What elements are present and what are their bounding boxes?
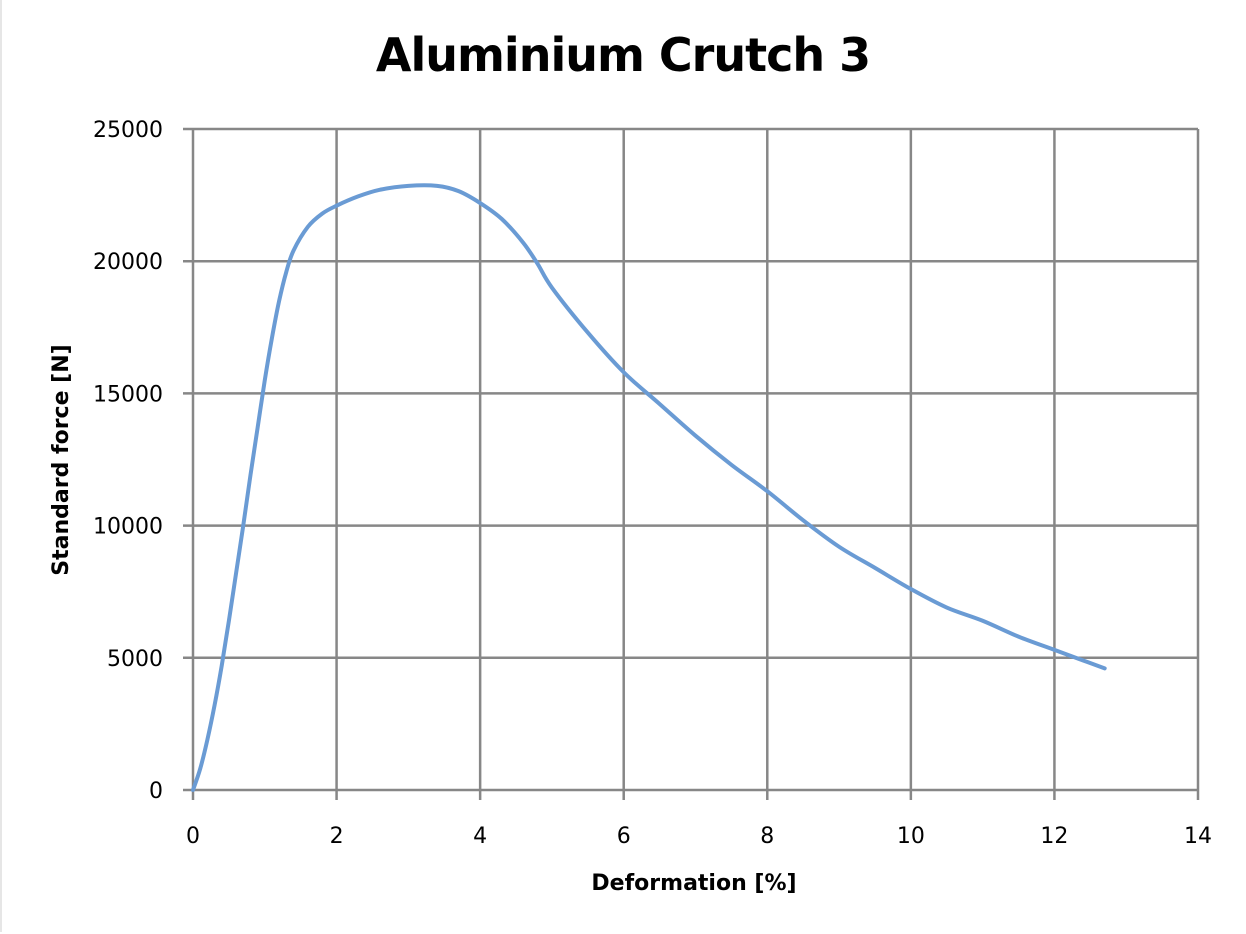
y-tick-label: 10000 bbox=[93, 515, 163, 540]
y-tick-label: 0 bbox=[149, 779, 163, 804]
x-tick-label: 0 bbox=[186, 824, 200, 849]
grid-lines bbox=[183, 127, 1200, 800]
x-axis-ticks: 0 2 4 6 8 10 12 14 bbox=[186, 824, 1212, 849]
x-tick-label: 8 bbox=[760, 824, 774, 849]
y-tick-label: 5000 bbox=[107, 647, 163, 672]
x-tick-label: 6 bbox=[617, 824, 631, 849]
y-tick-label: 15000 bbox=[93, 382, 163, 407]
x-tick-label: 10 bbox=[897, 824, 925, 849]
y-axis-label: Standard force [N] bbox=[49, 344, 74, 575]
data-line-series bbox=[191, 183, 1107, 792]
y-tick-label: 25000 bbox=[93, 118, 163, 143]
y-tick-label: 20000 bbox=[93, 250, 163, 275]
x-tick-label: 4 bbox=[473, 824, 487, 849]
x-tick-label: 14 bbox=[1184, 824, 1212, 849]
y-axis-ticks: 0 5000 10000 15000 20000 25000 bbox=[93, 118, 163, 804]
x-tick-label: 12 bbox=[1040, 824, 1068, 849]
x-tick-label: 2 bbox=[330, 824, 344, 849]
x-axis-label: Deformation [%] bbox=[591, 871, 796, 896]
chart-title: Aluminium Crutch 3 bbox=[375, 28, 871, 82]
